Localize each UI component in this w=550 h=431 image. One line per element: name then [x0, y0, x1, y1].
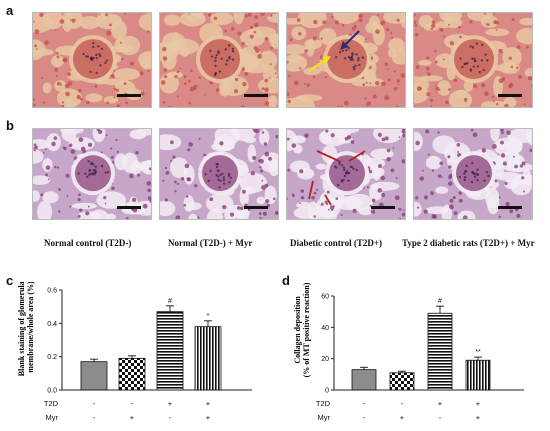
y-axis-title-line2: membrane/whole area (%)	[26, 282, 35, 373]
group-mark: +	[206, 413, 211, 422]
bar-2	[389, 372, 415, 391]
group-mark: -	[93, 413, 96, 422]
micrograph-he-diabetic-myr	[413, 12, 533, 108]
group-mark: +	[476, 399, 481, 408]
group-row-label: T2D	[44, 399, 59, 408]
micrograph-mt-diabetic-myr	[413, 128, 533, 220]
panel-label-b: b	[6, 118, 14, 133]
bar-3	[156, 311, 184, 391]
caption-diabetic-myr: Type 2 diabetic rats (T2D+) + Myr	[402, 238, 535, 248]
y-tick-label: 0	[325, 388, 329, 395]
bar-1	[80, 361, 108, 391]
y-axis-title-line1: Collagen deposition	[293, 296, 302, 364]
group-mark: -	[439, 413, 442, 422]
significance-mark: **	[475, 349, 481, 356]
group-mark: +	[438, 399, 443, 408]
group-mark: +	[130, 413, 135, 422]
group-mark: -	[131, 399, 134, 408]
bar-4	[194, 326, 222, 391]
caption-normal-control: Normal control (T2D-)	[44, 238, 132, 248]
bar-1	[351, 369, 377, 391]
group-mark: -	[401, 399, 404, 408]
micrograph-mt-normal-myr	[159, 128, 279, 220]
panel-label-a: a	[6, 3, 14, 18]
panel-label-c: c	[6, 273, 14, 288]
y-tick-label: 0.2	[47, 354, 57, 361]
arrow-yellow-icon	[308, 56, 331, 72]
micrograph-he-diabetic	[286, 12, 406, 108]
bar-3	[427, 312, 453, 391]
caption-normal-myr: Normal (T2D-) + Myr	[168, 238, 253, 248]
y-tick-label: 40	[321, 325, 329, 332]
group-mark: -	[363, 399, 366, 408]
significance-mark: #	[438, 298, 442, 305]
group-mark: -	[363, 413, 366, 422]
group-row-label: Myr	[318, 413, 331, 422]
micrograph-he-normal	[32, 12, 152, 108]
scale-bar	[371, 206, 395, 209]
group-mark: +	[400, 413, 405, 422]
micrograph-mt-diabetic	[286, 128, 406, 220]
micrograph-mt-normal	[32, 128, 152, 220]
bar-4	[465, 359, 491, 391]
y-axis-title-line2: (% of MT positive reaction)	[302, 282, 311, 377]
y-tick-label: 0.0	[47, 388, 57, 395]
y-axis-title-line1: Blank staining of glomerular	[17, 282, 26, 376]
group-mark: +	[206, 399, 211, 408]
panel-label-d: d	[282, 273, 290, 288]
scale-bar	[117, 206, 141, 209]
scale-bar	[244, 206, 268, 209]
scale-bar	[498, 94, 522, 97]
chart-blank-staining: Blank staining of glomerular membrane/wh…	[17, 282, 252, 422]
scale-bar	[498, 206, 522, 209]
group-mark: -	[93, 399, 96, 408]
group-row-label: Myr	[46, 413, 59, 422]
y-tick-label: 20	[321, 356, 329, 363]
scale-bar	[244, 94, 268, 97]
chart-collagen-deposition: Collagen deposition (% of MT positive re…	[293, 282, 524, 422]
group-row-label: T2D	[316, 399, 331, 408]
y-tick-label: 60	[321, 294, 329, 301]
y-tick-label: 0.4	[47, 321, 57, 328]
significance-mark: *	[207, 313, 210, 320]
group-mark: -	[169, 413, 172, 422]
significance-mark: #	[168, 298, 172, 305]
bar-2	[118, 357, 146, 391]
scale-bar	[117, 94, 141, 97]
caption-diabetic-control: Diabetic control (T2D+)	[290, 238, 382, 248]
y-tick-label: 0.6	[47, 288, 57, 295]
group-mark: +	[476, 413, 481, 422]
arrow-dark-icon	[340, 30, 360, 50]
arrow-red-icon	[308, 150, 366, 206]
micrograph-he-normal-myr	[159, 12, 279, 108]
group-mark: +	[168, 399, 173, 408]
